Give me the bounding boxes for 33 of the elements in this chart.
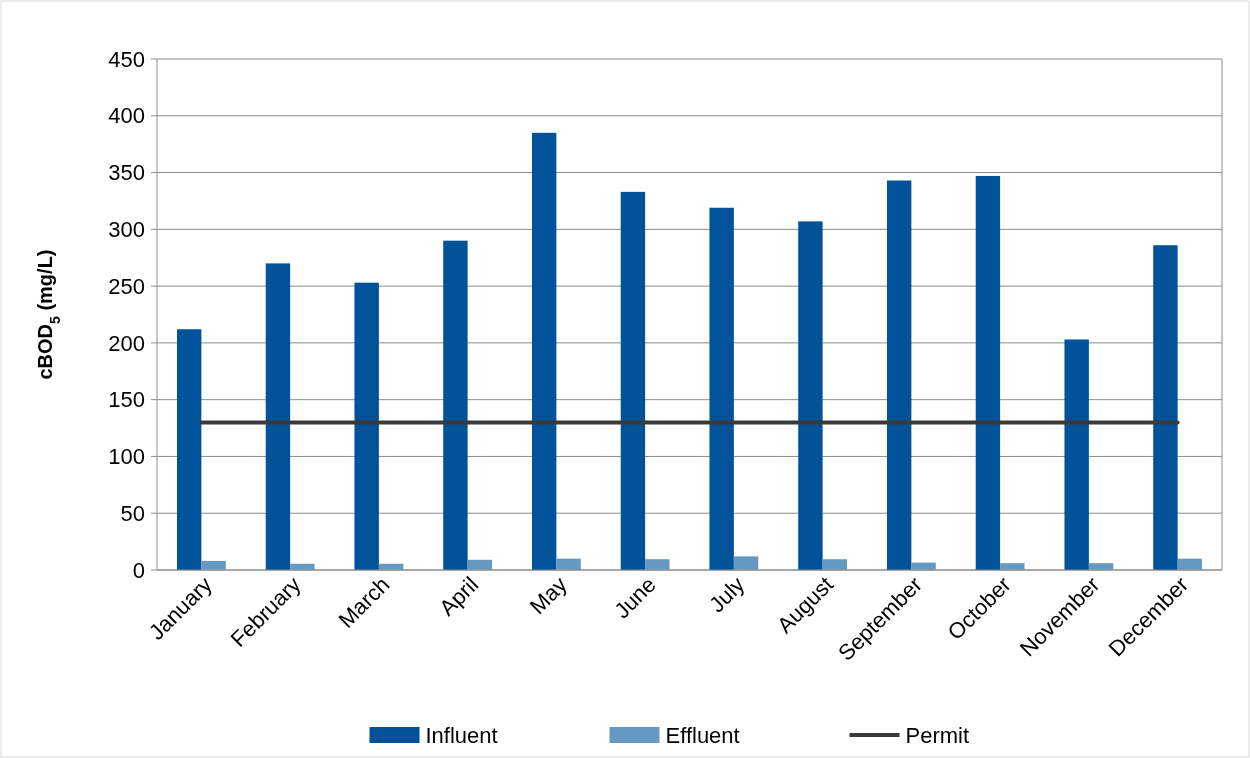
y-tick-label: 100: [108, 444, 145, 470]
bar: [733, 556, 759, 570]
legend-label: Influent: [425, 722, 498, 748]
bar: [176, 329, 202, 570]
bar: [443, 240, 468, 570]
y-tick-label: 450: [108, 46, 145, 72]
bar: [798, 221, 823, 570]
y-tick-label: 300: [108, 217, 145, 243]
bar: [709, 207, 734, 570]
bar: [1000, 563, 1025, 570]
y-tick-label: 350: [108, 160, 145, 186]
y-tick-label: 200: [108, 330, 145, 356]
bar: [886, 180, 912, 570]
bar: [265, 263, 291, 570]
x-tick-label: May: [524, 571, 572, 619]
bar: [531, 132, 557, 570]
y-tick-label: 50: [120, 500, 145, 526]
x-tick-label: July: [704, 571, 750, 618]
bar: [645, 559, 670, 570]
legend-label: Effluent: [665, 722, 740, 748]
bar: [1064, 339, 1089, 570]
y-tick-label: 0: [132, 557, 145, 583]
bar: [1153, 245, 1178, 570]
legend-label: Permit: [905, 722, 970, 748]
bar: [975, 175, 1001, 570]
bar: [354, 282, 379, 570]
y-tick-label: 150: [108, 387, 145, 413]
bar: [620, 191, 646, 570]
bar: [556, 558, 581, 570]
y-tick-label: 250: [108, 273, 145, 299]
bar: [201, 560, 226, 570]
y-tick-label: 400: [108, 103, 145, 129]
bar: [822, 559, 848, 570]
